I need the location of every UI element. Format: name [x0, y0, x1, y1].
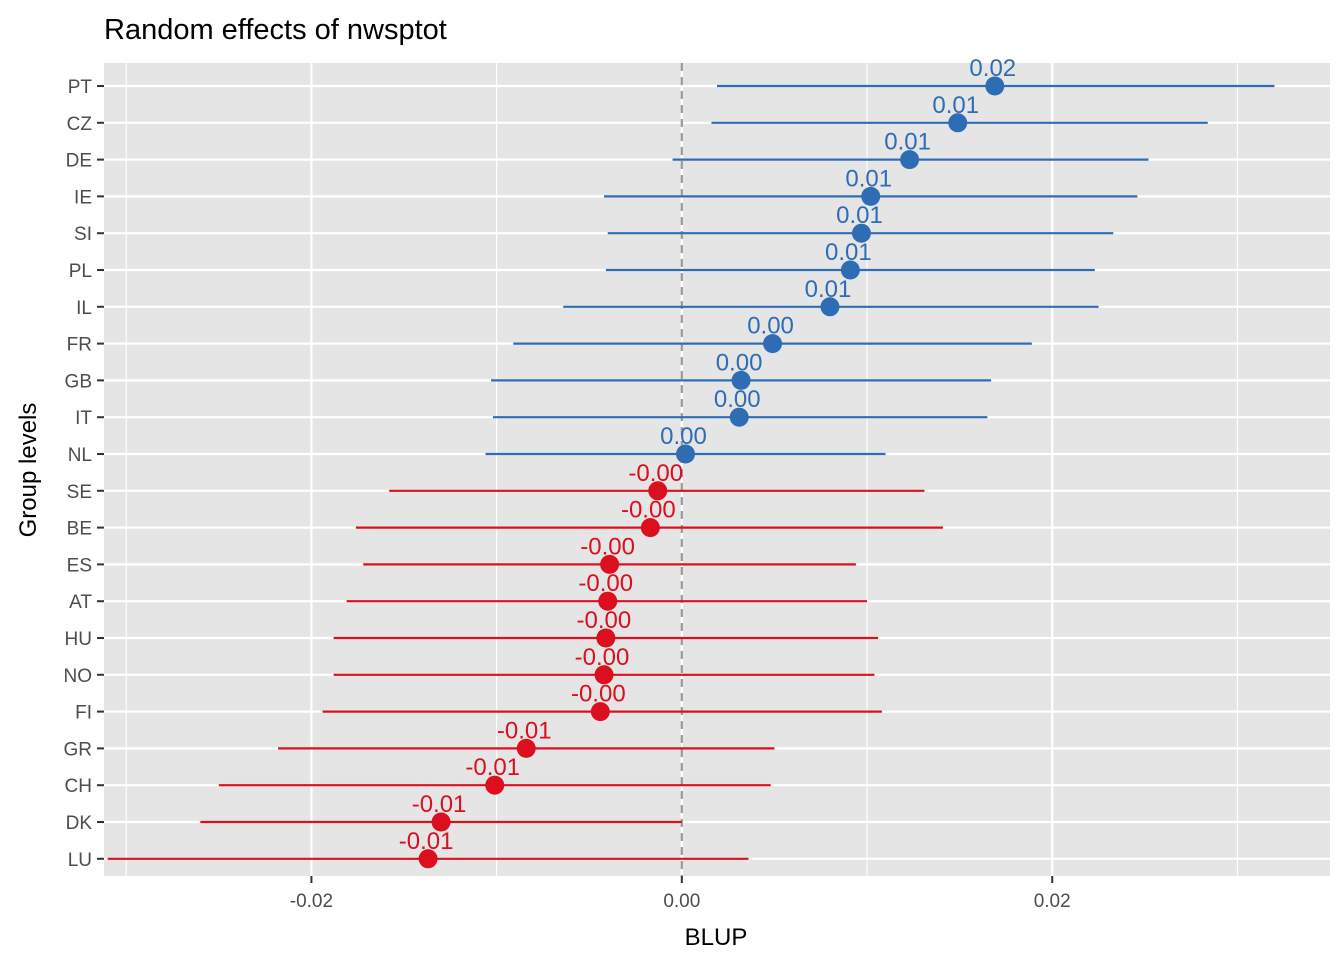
- data-label-fr: 0.00: [747, 313, 794, 340]
- data-label-be: -0.00: [621, 497, 676, 524]
- data-label-si: 0.01: [836, 202, 883, 229]
- point-ch: [485, 775, 505, 795]
- y-tick-label: HU: [65, 629, 92, 650]
- y-tick-label: PT: [68, 77, 93, 98]
- y-tick-label: IE: [74, 187, 92, 208]
- point-fi: [590, 702, 610, 722]
- data-label-gb: 0.00: [716, 349, 763, 376]
- data-label-pt: 0.02: [969, 55, 1016, 82]
- data-label-de: 0.01: [884, 129, 931, 156]
- x-axis-title: BLUP: [685, 924, 748, 951]
- data-label-dk: -0.01: [412, 791, 467, 818]
- data-label-ch: -0.01: [465, 754, 520, 781]
- point-no: [594, 665, 614, 685]
- y-tick-label: PL: [69, 261, 92, 282]
- point-at: [598, 591, 618, 611]
- data-label-at: -0.00: [578, 570, 633, 597]
- y-tick-label: CZ: [67, 114, 93, 135]
- point-lu: [418, 849, 438, 869]
- y-tick-label: FR: [67, 335, 92, 356]
- y-tick-label: CH: [65, 776, 92, 797]
- x-tick-label: 0.00: [663, 891, 700, 912]
- y-tick-label: AT: [69, 592, 92, 613]
- point-nl: [676, 444, 696, 464]
- point-il: [820, 297, 840, 317]
- data-label-fi: -0.00: [571, 681, 626, 708]
- y-axis: PT CZ DE IE SI PL IL FR GB IT NL SE BE ES AT HU NO FI GR CH…: [64, 77, 104, 871]
- x-tick-label: -0.02: [290, 891, 333, 912]
- point-de: [900, 150, 920, 170]
- y-tick-label: BE: [67, 519, 92, 540]
- point-ie: [861, 186, 881, 206]
- point-es: [600, 554, 620, 574]
- chart-title: Random effects of nwsptot: [104, 14, 447, 46]
- y-tick-label: SI: [74, 224, 92, 245]
- point-si: [851, 223, 871, 243]
- y-tick-label: SE: [67, 482, 92, 503]
- y-axis-title: Group levels: [15, 403, 42, 538]
- plot-panel: [104, 63, 1330, 876]
- point-it: [729, 407, 749, 427]
- data-label-pl: 0.01: [825, 239, 872, 266]
- point-cz: [948, 113, 968, 133]
- y-tick-label: ES: [67, 555, 92, 576]
- point-se: [648, 481, 668, 501]
- data-label-nl: 0.00: [660, 423, 707, 450]
- x-axis: -0.02 0.00 0.02: [290, 876, 1071, 912]
- y-tick-label: GR: [64, 739, 93, 760]
- point-pt: [985, 76, 1005, 96]
- y-tick-label: DE: [66, 151, 92, 172]
- data-label-layer: 0.020.010.010.010.010.010.010.000.000.00…: [399, 55, 1016, 855]
- point-hu: [596, 628, 616, 648]
- data-label-hu: -0.00: [577, 607, 632, 634]
- series-layer: [107, 76, 1275, 869]
- data-label-il: 0.01: [805, 276, 852, 303]
- data-label-it: 0.00: [714, 386, 761, 413]
- point-gb: [731, 370, 751, 390]
- x-tick-label: 0.02: [1034, 891, 1071, 912]
- data-label-cz: 0.01: [932, 92, 979, 119]
- data-label-gr: -0.01: [497, 717, 552, 744]
- y-tick-label: IT: [75, 408, 92, 429]
- y-tick-label: LU: [68, 850, 92, 871]
- y-tick-label: DK: [66, 813, 93, 834]
- point-dk: [431, 812, 451, 832]
- point-be: [640, 518, 660, 538]
- point-pl: [840, 260, 860, 280]
- y-tick-label: IL: [76, 298, 92, 319]
- y-tick-label: FI: [75, 703, 92, 724]
- y-tick-label: GB: [65, 371, 92, 392]
- point-gr: [516, 738, 536, 758]
- y-tick-label: NL: [68, 445, 92, 466]
- data-label-lu: -0.01: [399, 828, 454, 855]
- data-label-ie: 0.01: [845, 165, 892, 192]
- data-label-es: -0.00: [580, 533, 635, 560]
- y-tick-label: NO: [64, 666, 93, 687]
- data-label-no: -0.00: [575, 644, 630, 671]
- data-label-se: -0.00: [628, 460, 683, 487]
- point-fr: [763, 334, 783, 354]
